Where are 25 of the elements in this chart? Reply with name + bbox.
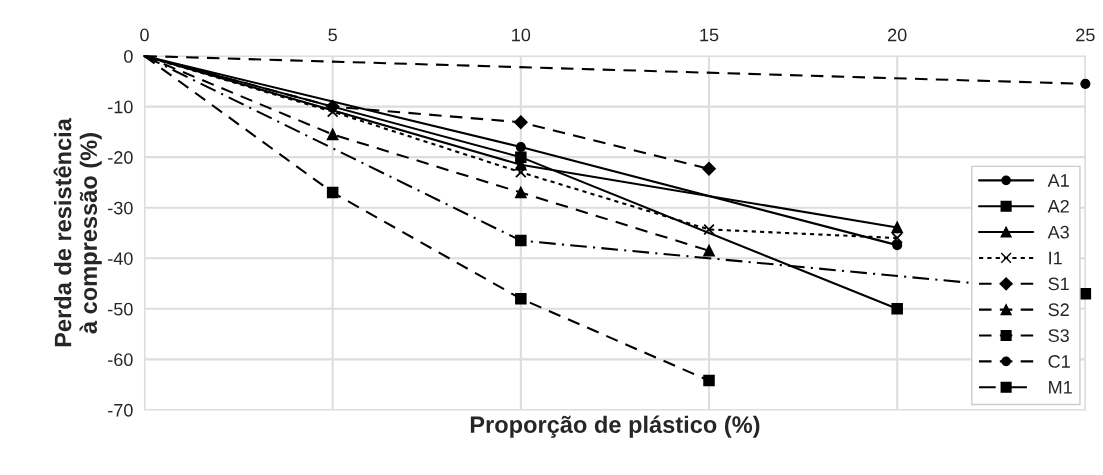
y-tick-label: -70: [108, 403, 133, 417]
legend-label: S1: [1048, 277, 1069, 291]
y-tick-label: -60: [108, 353, 133, 367]
y-tick-label: -20: [108, 151, 133, 164]
x-tick-label: 25: [1076, 28, 1095, 42]
y-tick-label: -50: [108, 302, 133, 316]
legend-label: A2: [1047, 199, 1069, 213]
y-tick-label: -40: [108, 252, 133, 265]
legend-label: S3: [1048, 329, 1069, 342]
legend-label: S2: [1048, 303, 1069, 317]
x-tick-label: 15: [700, 28, 719, 42]
y-tick-label: -10: [108, 100, 133, 114]
y-tick-label: -30: [108, 201, 133, 215]
legend-label: A3: [1047, 225, 1069, 239]
legend-label: C1: [1048, 355, 1070, 368]
legend-label: M1: [1049, 381, 1072, 394]
x-axis-title: Proporção de plástico (%): [470, 415, 760, 438]
x-tick-label: 20: [888, 28, 907, 42]
x-tick-label: 5: [328, 28, 337, 42]
legend-label: A1: [1047, 174, 1069, 187]
legend-label: I1: [1049, 251, 1062, 265]
x-tick-label: 10: [512, 28, 531, 42]
x-tick-label: 0: [140, 28, 149, 42]
y-axis-title: Perda de resistência à compressão (%): [53, 117, 102, 347]
y-tick-label: 0: [124, 49, 133, 63]
